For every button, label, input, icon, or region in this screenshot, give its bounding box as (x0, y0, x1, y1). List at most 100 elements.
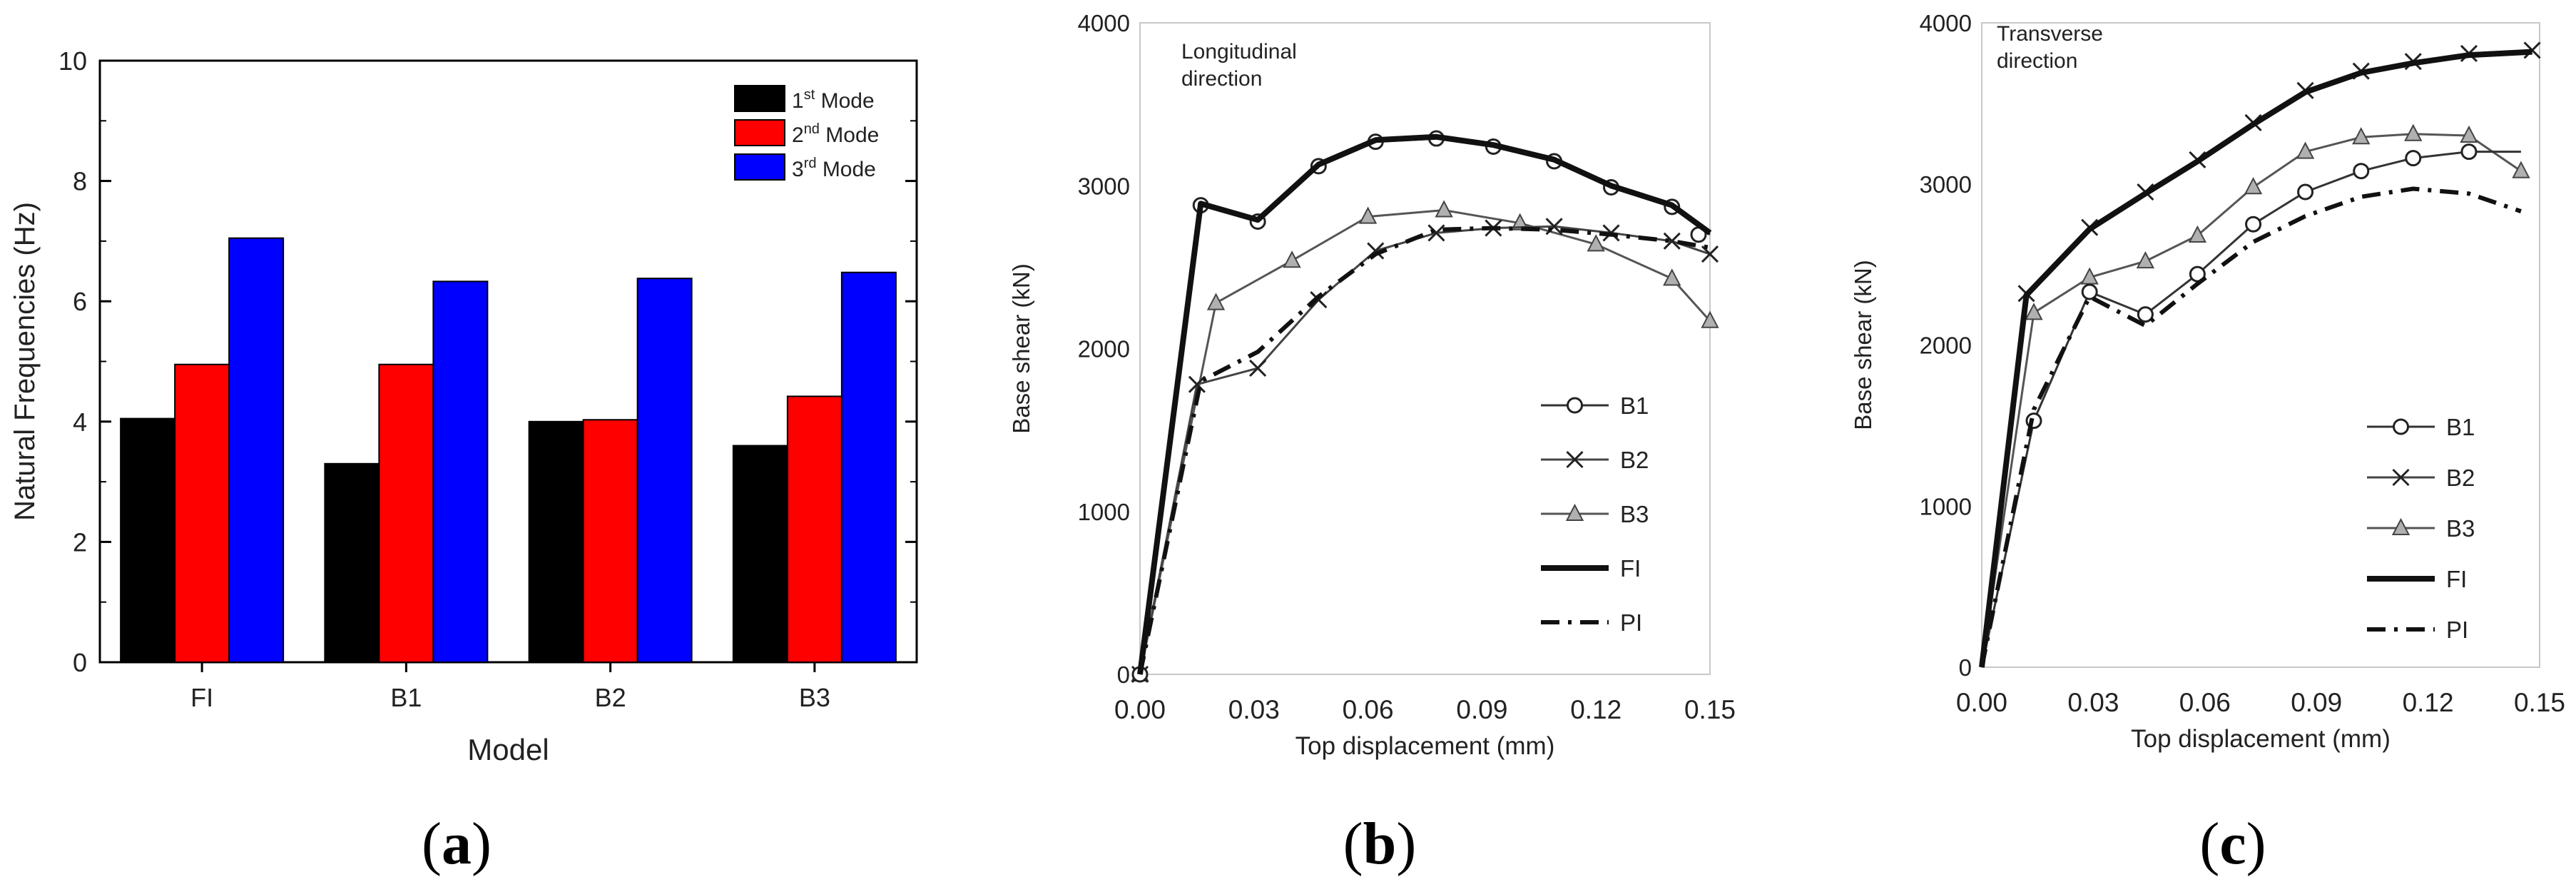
marker-b3 (1587, 234, 1605, 252)
series-line-fi (1979, 49, 2532, 668)
legend-marker-b1 (1567, 397, 1583, 414)
marker-b1 (2137, 306, 2154, 323)
marker-b3 (1511, 213, 1529, 230)
marker-b1 (2405, 150, 2422, 167)
direction-annotation: Longitudinal (1181, 40, 1297, 64)
marker-b2 (1310, 290, 1328, 309)
bar-1-fi (120, 417, 176, 664)
marker-b1 (2081, 283, 2098, 300)
marker-b2 (1188, 375, 1206, 393)
marker-b3 (2352, 127, 2371, 145)
legend-label-b2: B2 (1620, 447, 1649, 473)
x-tick-label: 0.03 (1228, 695, 1280, 724)
legend-label-sup: nd (804, 121, 820, 137)
x-tick-label: 0.03 (2067, 688, 2119, 717)
chart-c: 0 1000 2000 3000 4000 0.00 0.03 0.06 0.09 0.12 0.1… (1850, 10, 2565, 753)
caption-a-letter: a (442, 811, 472, 877)
svg-text:(c): (c) (2199, 811, 2266, 877)
legend-label-b1: B1 (2446, 414, 2475, 440)
legend-label-b3: B3 (2446, 515, 2475, 542)
marker-b2 (1427, 224, 1445, 242)
svg-text:(a): (a) (422, 811, 492, 877)
x-tick-label: 0.09 (2291, 688, 2342, 717)
y-tick-label: 6 (73, 287, 87, 316)
caption-b-open: ( (1343, 811, 1363, 877)
legend-label-base: 1 (792, 89, 804, 113)
x-tick-label: 0.06 (2179, 688, 2231, 717)
legend-label-base: 2 (792, 123, 804, 147)
x-tick-label: 0.00 (1114, 695, 1166, 724)
legend-marker-b1 (2393, 418, 2409, 435)
legend-swatch-1 (734, 85, 785, 112)
marker-b3 (1663, 268, 1681, 286)
plot-frame (1139, 22, 1711, 675)
caption-c-open: ( (2199, 811, 2219, 877)
y-axis-label: Natural Frequencies (Hz) (9, 202, 41, 521)
marker-b2 (2523, 41, 2541, 59)
x-tick-label: 0.12 (1570, 695, 1622, 724)
legend-label-b3: B3 (1620, 501, 1649, 527)
marker-b3 (2025, 303, 2043, 320)
bar-3-fi (228, 237, 285, 663)
marker-b3 (2512, 161, 2530, 178)
y-tick-label: 4000 (1920, 10, 1972, 36)
series-line-b3 (1980, 133, 2522, 668)
x-tick-label: 0.12 (2403, 688, 2454, 717)
marker-b3 (2460, 125, 2478, 143)
marker-b1 (2460, 143, 2478, 161)
marker-b3 (1358, 206, 1378, 224)
chart-b: 0 1000 2000 3000 4000 0.00 0.03 0.06 0.09 0.12 0.1… (1008, 10, 1736, 760)
x-tick-label: 0.15 (2514, 688, 2565, 717)
legend-marker-b2 (2392, 468, 2410, 487)
y-axis-label: Base shear (kN) (1850, 260, 1876, 430)
y-tick-label: 4 (73, 407, 87, 437)
caption-b: (b) (1343, 811, 1417, 877)
legend-label-b1: B1 (1620, 392, 1649, 419)
x-tick-label: B2 (595, 683, 626, 712)
legend-label-pi: PI (1620, 609, 1642, 636)
legend-label-rest: Mode (820, 123, 879, 147)
x-axis-label: Model (467, 733, 549, 766)
x-tick-label: B1 (390, 683, 422, 712)
legend-swatch-2 (734, 119, 785, 146)
y-tick-label: 0 (73, 648, 87, 677)
y-tick-label: 1000 (1078, 499, 1130, 525)
marker-b3 (1283, 250, 1301, 268)
x-tick-label: 0.00 (1956, 688, 2007, 717)
marker-b3 (2136, 250, 2155, 269)
x-tick-label: B3 (799, 683, 830, 712)
y-tick-label: 4000 (1078, 10, 1130, 36)
series-line-pi (1138, 225, 1711, 675)
caption-c: (c) (2199, 811, 2266, 877)
legend-label-sup: rd (804, 156, 817, 171)
legend-label-1: 1st Mode (792, 87, 875, 113)
marker-b1 (2297, 183, 2314, 201)
marker-b2 (1663, 232, 1681, 250)
caption-a-close: ) (472, 811, 492, 877)
bar-3-b3 (840, 271, 897, 663)
bar-3-b2 (636, 278, 693, 663)
bar-1-b1 (324, 462, 380, 663)
y-axis-label: Base shear (kN) (1008, 263, 1034, 433)
legend-label-2: 2nd Mode (792, 121, 879, 147)
caption-c-close: ) (2246, 811, 2266, 877)
legend-label-rest: Mode (815, 89, 874, 113)
y-tick-label: 2 (73, 527, 87, 557)
marker-b2 (1249, 359, 1267, 377)
plot-frame (1981, 22, 2540, 668)
marker-b3 (1206, 293, 1226, 310)
legend-marker-b3 (1565, 503, 1584, 521)
marker-b3 (2244, 177, 2263, 195)
y-tick-label: 0 (1117, 662, 1130, 688)
legend-label-pi: PI (2446, 617, 2468, 643)
legend-label-3: 3rd Mode (792, 156, 876, 181)
marker-b3 (2296, 141, 2315, 159)
bar-2-b1 (378, 363, 434, 663)
marker-b1 (2245, 216, 2262, 233)
y-tick-label: 8 (73, 167, 87, 196)
marker-b1 (2353, 163, 2370, 180)
caption-b-letter: b (1363, 811, 1397, 877)
y-tick-label: 1000 (1920, 493, 1972, 519)
legend-label-sup: st (804, 87, 815, 103)
